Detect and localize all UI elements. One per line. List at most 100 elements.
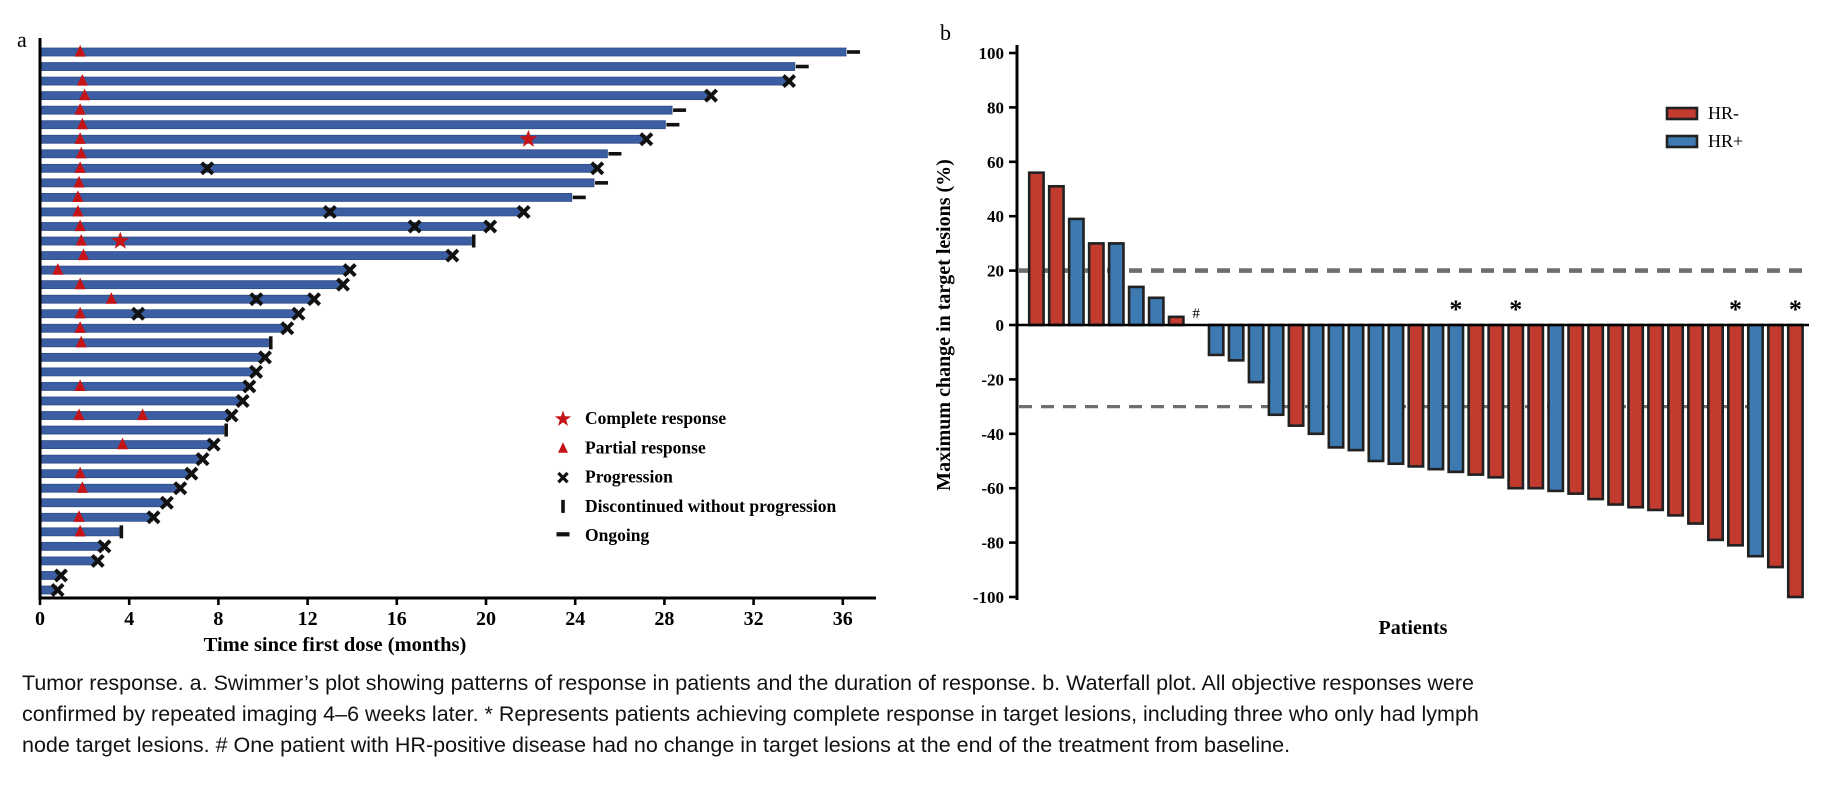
panel-b-label: b	[940, 20, 951, 45]
swimmer-bar	[40, 91, 711, 101]
x-tick-label: 8	[213, 608, 223, 630]
waterfall-bar	[1587, 323, 1605, 501]
waterfall-bar	[1327, 323, 1345, 449]
progression-marker	[249, 364, 264, 379]
waterfall-bar	[1087, 242, 1105, 327]
progression-marker	[184, 466, 199, 481]
waterfall-bar	[1447, 323, 1465, 474]
swimmer-bar	[40, 193, 573, 202]
progression-marker	[280, 321, 295, 336]
swimmer-bar	[40, 62, 796, 71]
swimmer-bar	[40, 498, 167, 508]
legend-label: Complete response	[585, 408, 726, 428]
y-tick-label: 40	[987, 207, 1004, 226]
waterfall-bar	[1786, 323, 1804, 599]
progression-marker	[200, 161, 215, 176]
discontinued-marker	[471, 234, 476, 248]
swimmer-bar	[40, 338, 269, 348]
discontinued-marker	[119, 525, 124, 539]
progression-marker	[249, 292, 264, 307]
panel-a-label: a	[17, 27, 27, 52]
x-tick-label: 4	[124, 608, 134, 630]
progression-marker	[483, 219, 498, 234]
swimmer-bar	[40, 425, 225, 435]
waterfall-bar	[1746, 323, 1764, 558]
swimmer-bar	[40, 120, 666, 130]
swimmer-bar	[40, 222, 490, 231]
x-axis-title: Time since first dose (months)	[204, 634, 467, 656]
progression-marker	[782, 74, 797, 89]
x-tick-label: 36	[833, 608, 853, 630]
progression-icon	[557, 471, 569, 484]
waterfall-bar	[1707, 323, 1725, 542]
swimmer-bar	[40, 294, 314, 304]
partial-response-marker	[72, 190, 84, 203]
waterfall-bar	[1027, 171, 1045, 327]
legend-item: Discontinued without progression	[561, 496, 836, 516]
complete-response-marker	[111, 231, 130, 249]
y-tick-label: 60	[987, 153, 1004, 172]
swimmer-bar	[40, 469, 191, 479]
y-tick-label: -80	[981, 534, 1004, 553]
discontinued-marker	[224, 423, 228, 437]
swimmer-bar	[40, 76, 789, 86]
waterfall-bar	[1687, 323, 1705, 525]
partial-response-marker	[77, 248, 90, 261]
partial-response-marker	[74, 219, 86, 232]
legend-swatch-hr+	[1665, 134, 1699, 149]
x-tick-label: 28	[654, 608, 674, 630]
x-tick-label: 0	[35, 608, 45, 630]
y-tick-label: -60	[981, 479, 1004, 498]
partial-response-marker	[73, 408, 85, 421]
legend-label: Partial response	[585, 437, 706, 457]
progression-marker	[639, 132, 654, 147]
swimmer-bar	[40, 541, 104, 551]
waterfall-bar	[1067, 217, 1085, 327]
progression-marker	[336, 277, 351, 292]
y-tick-label: 20	[987, 262, 1004, 281]
y-tick-label: -100	[973, 588, 1004, 607]
waterfall-bar	[1766, 323, 1784, 569]
progression-marker	[516, 204, 531, 219]
legend-item: Progression	[557, 467, 673, 487]
waterfall-bar	[1387, 323, 1405, 466]
waterfall-bar	[1367, 323, 1385, 463]
legend-label: Discontinued without progression	[585, 496, 836, 516]
progression-marker	[131, 306, 146, 321]
legend-label: Progression	[585, 467, 673, 487]
partial-response-icon	[558, 442, 568, 453]
progression-marker	[307, 292, 322, 307]
swimmer-bar	[40, 105, 673, 115]
x-axis-title: Patients	[1379, 617, 1448, 639]
legend-item: Partial response	[558, 437, 706, 457]
waterfall-bar	[1527, 323, 1545, 490]
swimmer-bar	[40, 382, 249, 391]
waterfall-bar	[1627, 323, 1645, 509]
waterfall-bar	[1727, 323, 1744, 547]
swimmer-bar	[40, 163, 597, 173]
progression-marker	[342, 263, 357, 278]
waterfall-plot: b # * * * * 100 80 60 40 20 0 -20 -40 -60 -80 -100 Maximu…	[933, 20, 1809, 639]
complete-response-icon	[554, 410, 572, 426]
waterfall-bar	[1427, 323, 1445, 471]
progression-marker	[206, 437, 221, 452]
partial-response-marker	[74, 103, 86, 115]
swimmer-bar	[40, 367, 256, 377]
waterfall-bar	[1347, 323, 1365, 452]
swimmer-bar	[40, 207, 524, 217]
partial-response-marker	[74, 466, 86, 479]
partial-response-marker	[52, 263, 64, 275]
legend-item: Complete response	[554, 408, 726, 428]
swimmer-bar	[40, 280, 343, 290]
partial-response-marker	[74, 161, 86, 173]
partial-response-marker	[74, 321, 86, 333]
ongoing-marker	[595, 181, 609, 185]
x-tick-label: 20	[476, 608, 496, 630]
waterfall-bar	[1207, 323, 1225, 357]
ongoing-marker	[847, 50, 861, 54]
swimmer-bar	[40, 556, 98, 566]
ongoing-icon	[556, 532, 570, 537]
no-change-hash: #	[1192, 306, 1200, 322]
swimmer-bar	[40, 396, 243, 406]
